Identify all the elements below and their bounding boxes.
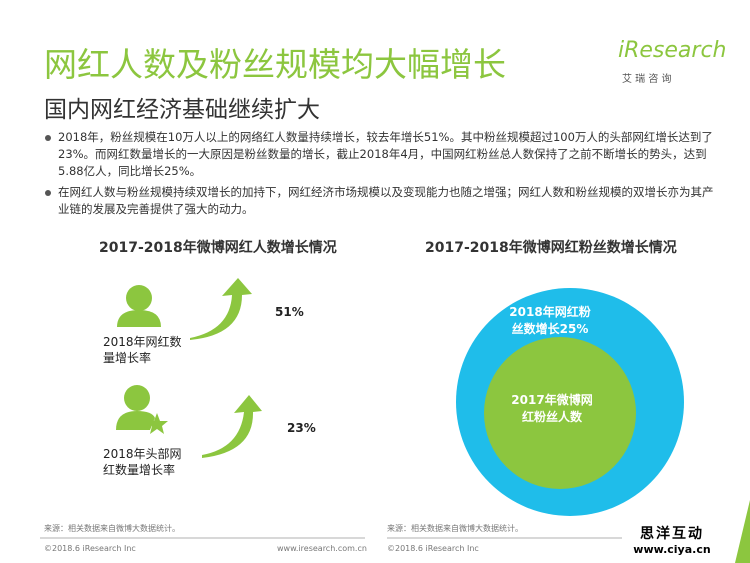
bullet: 2018年，粉丝规模在10万人以上的网络红人数量持续增长，较去年增长51%。其中… [45, 129, 718, 180]
corner-decoration [735, 500, 750, 563]
watermark-url: www.ciya.cn [633, 543, 711, 556]
watermark-title: 思洋互动 [640, 526, 704, 542]
item-value: 51% [275, 305, 304, 319]
copyright: ©2018.6 iResearch Inc [387, 544, 479, 553]
person-star-icon [116, 385, 168, 434]
source: 来源：相关数据来自微博大数据统计。 [387, 524, 523, 533]
item-label: 2018年头部网红数量增长率 [103, 447, 182, 477]
bullet: 在网红人数与粉丝规模持续双增长的加持下，网红经济市场规模以及变现能力也随之增强；… [45, 184, 718, 218]
subtitle: 国内网红经济基础继续扩大 [44, 97, 320, 123]
copyright: ©2018.6 iResearch Inc [44, 544, 136, 553]
person-icon [117, 285, 161, 327]
logo-subtitle: 艾 瑞 咨 询 [622, 74, 672, 85]
item-value: 23% [287, 421, 316, 435]
outer-label: 2018年网红粉丝数增长25% [509, 305, 591, 336]
growth-arrow [190, 278, 252, 340]
panel-title: 2017-2018年微博网红粉丝数增长情况 [425, 240, 677, 256]
panel-title: 2017-2018年微博网红人数增长情况 [99, 240, 337, 256]
logo: iResearch [618, 38, 727, 63]
growth-arrow [202, 395, 262, 458]
url: www.iresearch.com.cn [277, 544, 367, 553]
source: 来源：相关数据来自微博大数据统计。 [44, 524, 180, 533]
inner-circle [484, 337, 636, 489]
inner-label: 2017年微博网红粉丝人数 [511, 393, 593, 424]
title: 网红人数及粉丝规模均大幅增长 [44, 45, 506, 84]
watermark: 思洋互动 www.ciya.cn [622, 523, 722, 557]
item-label: 2018年网红数量增长率 [103, 335, 182, 365]
